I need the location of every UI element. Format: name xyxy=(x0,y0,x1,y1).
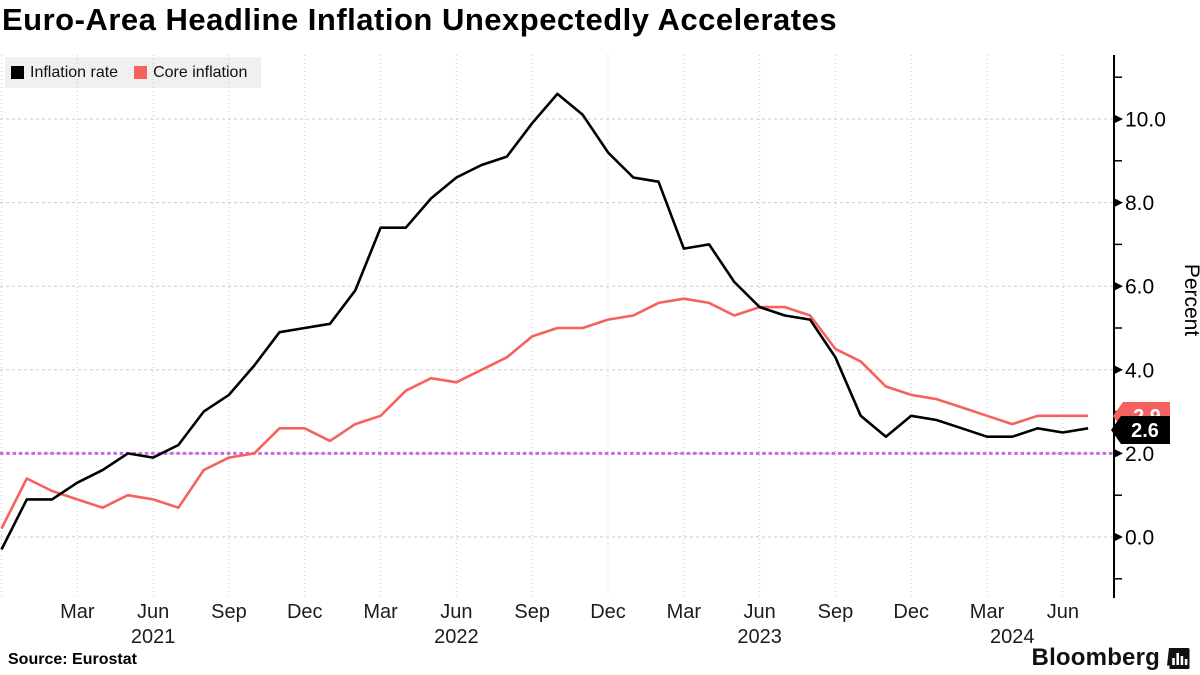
legend-label-core-inflation: Core inflation xyxy=(153,63,248,81)
core-inflation-line xyxy=(0,297,1089,530)
y-axis-tick-label: 2.0 xyxy=(1125,443,1154,466)
legend-item-core-inflation: Core inflation xyxy=(134,64,247,82)
x-axis-year-label: 2022 xyxy=(434,626,479,648)
legend-item-inflation-rate: Inflation rate xyxy=(11,64,118,82)
bloomberg-logo: Bloomberg xyxy=(1032,644,1190,672)
legend-label-inflation-rate: Inflation rate xyxy=(30,63,119,81)
y-axis-major-tick xyxy=(1114,365,1123,375)
y-axis-major-tick xyxy=(1114,532,1123,542)
x-axis-month-label: Jun xyxy=(1047,601,1079,623)
y-axis-tick-label: 0.0 xyxy=(1125,527,1154,550)
x-axis-year-label: 2021 xyxy=(131,626,176,648)
bloomberg-wordmark: Bloomberg xyxy=(1031,644,1160,671)
x-axis-month-label: Mar xyxy=(363,601,398,623)
y-axis-tick-label: 6.0 xyxy=(1125,276,1154,299)
x-axis-year-label: 2024 xyxy=(990,626,1035,648)
x-axis-month-label: Jun xyxy=(743,601,775,623)
y-axis-tick-label: 4.0 xyxy=(1125,359,1154,382)
y-axis-major-tick xyxy=(1114,281,1123,291)
x-axis: Mar Jun Sep Dec Mar Jun Sep Dec Mar Jun Sep Dec Mar J… xyxy=(60,601,1079,648)
gridlines xyxy=(0,55,1113,598)
x-axis-month-label: Dec xyxy=(287,601,323,623)
bloomberg-terminal-icon xyxy=(1167,647,1190,669)
headline-latest-value: 2.6 xyxy=(1131,420,1159,442)
y-axis-tick-label: 8.0 xyxy=(1125,192,1154,215)
inflation-rate-line xyxy=(0,92,1089,551)
x-axis-month-label: Sep xyxy=(818,601,854,623)
x-axis-month-label: Dec xyxy=(590,601,626,623)
y-axis-tick-label: 10.0 xyxy=(1125,109,1166,132)
x-axis-month-label: Jun xyxy=(137,601,169,623)
x-axis-month-label: Sep xyxy=(514,601,550,623)
chart-title: Euro-Area Headline Inflation Unexpectedl… xyxy=(2,2,838,37)
x-axis-month-label: Mar xyxy=(667,601,702,623)
x-axis-month-label: Dec xyxy=(893,601,929,623)
headline-latest-flag xyxy=(1111,416,1170,444)
legend: Inflation rate Core inflation xyxy=(5,57,262,88)
legend-swatch-inflation-rate xyxy=(11,66,24,79)
y-axis-title: Percent xyxy=(1180,264,1200,337)
x-axis-month-label: Mar xyxy=(970,601,1005,623)
source-note: Source: Eurostat xyxy=(8,651,137,668)
y-axis: 0.0 2.0 4.0 6.0 8.0 10.0 Percent xyxy=(1113,55,1200,598)
latest-value-tags: 2.92.6 xyxy=(1111,402,1170,444)
x-axis-month-label: Sep xyxy=(211,601,247,623)
y-axis-major-tick xyxy=(1114,114,1123,124)
y-axis-major-tick xyxy=(1114,448,1123,458)
y-axis-major-tick xyxy=(1114,198,1123,208)
x-axis-year-label: 2023 xyxy=(737,626,782,648)
legend-swatch-core-inflation xyxy=(134,66,148,79)
x-axis-month-label: Jun xyxy=(440,601,472,623)
x-axis-month-label: Mar xyxy=(60,601,95,623)
